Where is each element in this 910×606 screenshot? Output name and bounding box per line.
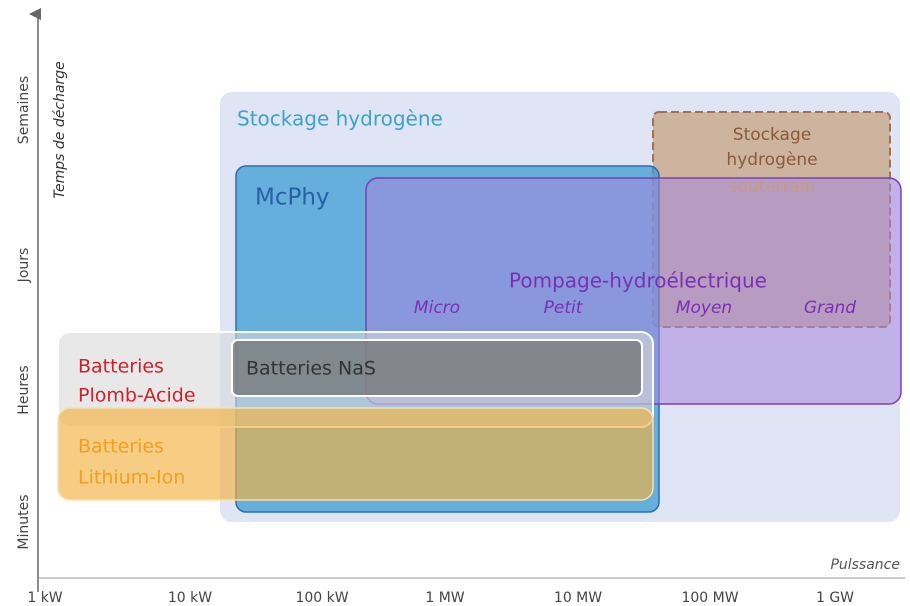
- x-label: 1 MW: [425, 590, 464, 606]
- region-label: hydrogène: [726, 150, 817, 170]
- y-label: Heures: [16, 365, 32, 414]
- region-label: Batteries: [78, 356, 164, 378]
- x-label: 1 kW: [27, 590, 62, 606]
- x-label: 100 MW: [681, 590, 738, 606]
- region-label: McPhy: [255, 185, 330, 211]
- x-label: 100 kW: [295, 590, 348, 606]
- y-label: Jours: [16, 248, 32, 284]
- region-label: souterrain: [729, 177, 816, 197]
- x-label: 10 MW: [554, 590, 602, 606]
- region-label: Stockage: [733, 125, 811, 145]
- region-label: Lithium-Ion: [78, 467, 185, 489]
- x-label: 10 kW: [168, 590, 212, 606]
- x-label: 1 GW: [816, 590, 854, 606]
- region-sublabel: Petit: [544, 298, 584, 318]
- y-label: Semaines: [16, 76, 32, 144]
- region-sublabel: Micro: [414, 298, 460, 318]
- region-sublabel: Moyen: [676, 298, 732, 318]
- region-label: Pompage-hydroélectrique: [509, 269, 767, 293]
- region-label: Stockage hydrogène: [237, 107, 443, 131]
- y-label: Minutes: [16, 494, 32, 549]
- region-label: Batteries: [78, 436, 164, 458]
- y-axis-title: Temps de décharge: [52, 61, 68, 199]
- lithium-region: [57, 407, 654, 501]
- x-axis-title: Pulssance: [830, 557, 900, 573]
- region-label: Plomb-Acide: [78, 385, 196, 407]
- region-sublabel: Grand: [804, 298, 856, 318]
- nas-region: [231, 339, 643, 397]
- region-label: Batteries NaS: [246, 358, 376, 380]
